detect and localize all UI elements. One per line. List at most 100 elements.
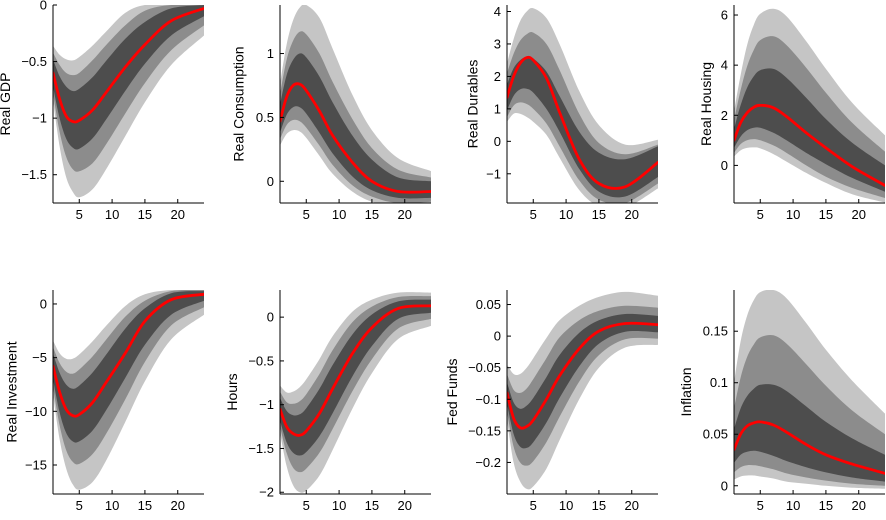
x-tick-label: 20: [852, 498, 866, 513]
median-line: [280, 82, 431, 194]
x-tick-label: 5: [303, 498, 310, 513]
x-tick-label: 5: [757, 207, 764, 222]
x-tick-label: 10: [105, 498, 119, 513]
x-tick-label: 15: [138, 498, 152, 513]
panel-real-consumption: 5 10 15 20 1 0.5 0 Real Consumption: [231, 5, 431, 222]
y-tick-label: −1.5: [21, 167, 47, 182]
median-line: [507, 321, 658, 430]
y-axis-title-real-durables: Real Durables: [464, 60, 480, 149]
x-tick-label: 10: [332, 498, 346, 513]
y-tick-label: 6: [721, 8, 728, 23]
y-tick-label: 0.5: [256, 110, 274, 125]
plot-area-hours: [280, 292, 431, 493]
median-line: [734, 103, 885, 187]
x-tick-label: 5: [530, 207, 537, 222]
y-tick-label: 2: [494, 69, 501, 84]
x-tick-label: 15: [365, 207, 379, 222]
x-tick-label: 15: [138, 207, 152, 222]
y-tick-label: 0.1: [710, 375, 728, 390]
x-tick-label: 20: [625, 207, 639, 222]
panel-real-gdp: 5 10 15 20 0 −0.5 −1 −1.5 Real GDP: [0, 0, 204, 222]
median-line: [734, 420, 885, 475]
x-tick-label: 5: [76, 498, 83, 513]
y-tick-label: −1.5: [248, 441, 274, 456]
x-tick-label: 10: [786, 498, 800, 513]
y-tick-label: −0.5: [248, 353, 274, 368]
y-tick-label: 4: [494, 4, 501, 19]
y-tick-label: −15: [25, 458, 47, 473]
confidence-band-inner: [734, 68, 885, 192]
y-axis-title-real-housing: Real Housing: [698, 62, 714, 146]
y-tick-label: 3: [494, 36, 501, 51]
y-axis-title-hours: Hours: [224, 373, 240, 410]
x-tick-label: 20: [171, 498, 185, 513]
plot-area-real-investment: [53, 290, 204, 490]
y-tick-label: 0: [267, 174, 274, 189]
y-axis-title-real-investment: Real Investment: [4, 341, 20, 442]
x-tick-label: 15: [365, 498, 379, 513]
x-tick-label: 10: [559, 207, 573, 222]
x-tick-label: 20: [171, 207, 185, 222]
y-tick-label: 0: [40, 296, 47, 311]
y-tick-label: 0: [40, 0, 47, 13]
y-tick-label: −0.5: [21, 54, 47, 69]
x-tick-label: 5: [757, 498, 764, 513]
y-tick-label: −0.15: [468, 423, 501, 438]
y-axis-title-real-gdp: Real GDP: [0, 72, 13, 135]
plot-area-real-durables: [507, 7, 658, 203]
y-tick-label: −1: [486, 166, 501, 181]
y-tick-label: −1: [32, 111, 47, 126]
median-line: [53, 292, 204, 418]
y-tick-label: 1: [267, 46, 274, 61]
panel-inflation: 5 10 15 20 0.15 0.1 0.05 0 Inflation: [678, 290, 885, 513]
plot-area-inflation: [734, 290, 885, 489]
x-tick-label: 15: [592, 207, 606, 222]
panel-fed-funds: 5 10 15 20 0.05 0 −0.05 −0.1 −0.15 −0.2 Fed Funds: [444, 290, 658, 513]
panel-hours: 5 10 15 20 0 −0.5 −1 −1.5 −2 Hours: [224, 290, 431, 513]
y-tick-label: 0: [721, 158, 728, 173]
x-tick-label: 10: [786, 207, 800, 222]
y-tick-label: 2: [721, 108, 728, 123]
x-tick-label: 20: [398, 207, 412, 222]
y-tick-label: 0: [721, 478, 728, 493]
y-tick-label: 0.15: [703, 324, 728, 339]
x-tick-label: 20: [625, 498, 639, 513]
plot-area-real-housing: [734, 8, 885, 203]
y-axis-title-fed-funds: Fed Funds: [444, 359, 460, 426]
y-axis-title-real-consumption: Real Consumption: [231, 46, 247, 161]
median-line: [53, 7, 204, 124]
x-tick-label: 5: [303, 207, 310, 222]
plot-area-real-gdp: [53, 5, 204, 198]
x-tick-label: 5: [530, 498, 537, 513]
x-tick-label: 15: [819, 498, 833, 513]
y-tick-label: −0.2: [475, 455, 501, 470]
y-tick-label: 0.05: [703, 427, 728, 442]
x-tick-label: 20: [398, 498, 412, 513]
confidence-band-middle: [507, 305, 658, 466]
y-tick-label: −10: [25, 404, 47, 419]
x-tick-label: 10: [105, 207, 119, 222]
x-tick-label: 5: [76, 207, 83, 222]
x-tick-label: 15: [819, 207, 833, 222]
y-tick-label: 1: [494, 101, 501, 116]
y-tick-label: −0.1: [475, 392, 501, 407]
y-tick-label: 0: [494, 134, 501, 149]
y-tick-label: −1: [259, 397, 274, 412]
y-axis-title-inflation: Inflation: [678, 367, 694, 416]
plot-area-fed-funds: [507, 291, 658, 490]
y-tick-label: 0: [494, 329, 501, 344]
plot-area-real-consumption: [280, 5, 431, 203]
y-tick-label: −5: [32, 350, 47, 365]
y-tick-label: 0: [267, 310, 274, 325]
x-tick-label: 10: [559, 498, 573, 513]
confidence-band-inner: [280, 53, 431, 199]
y-tick-label: −2: [259, 485, 274, 500]
confidence-band-inner: [507, 313, 658, 449]
x-tick-label: 10: [332, 207, 346, 222]
x-tick-label: 20: [852, 207, 866, 222]
y-tick-label: −0.05: [468, 360, 501, 375]
